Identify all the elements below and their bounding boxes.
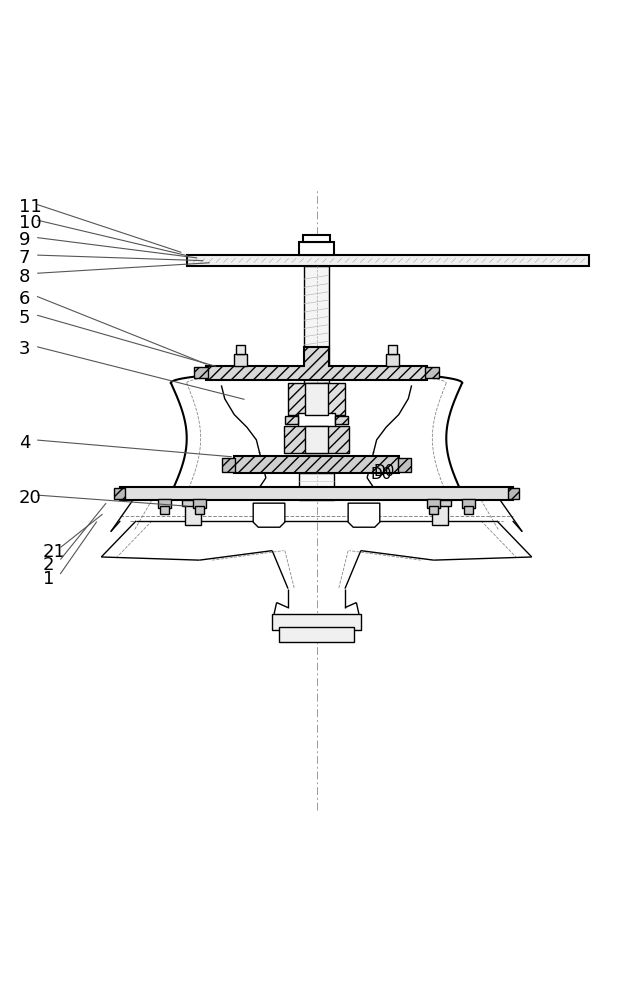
Bar [185,505,201,525]
Bar [195,506,204,514]
Text: 10: 10 [19,214,42,232]
Bar [425,367,439,378]
Text: 3: 3 [19,340,30,358]
Text: 7: 7 [19,249,30,267]
Bar [160,506,169,514]
Bar [305,383,328,415]
Text: 6: 6 [19,290,30,308]
Text: 5: 5 [19,309,30,327]
Bar [398,458,411,472]
Text: 20: 20 [19,489,42,507]
Bar [234,354,247,366]
Text: 8: 8 [19,268,30,286]
Text: 9: 9 [19,231,30,249]
Bar [303,235,330,242]
Bar [236,345,245,354]
Bar [508,488,519,499]
Bar [158,499,171,508]
Bar [429,506,438,514]
Text: 21: 21 [43,543,66,561]
Polygon shape [348,503,380,527]
Bar [222,458,235,472]
Text: 1: 1 [43,570,54,588]
Bar [335,416,348,424]
Bar [298,413,335,428]
Text: 2: 2 [43,556,54,574]
Bar [288,383,345,415]
Bar [187,255,589,266]
Bar [462,499,475,508]
Bar [427,499,440,508]
Bar [272,614,361,630]
Bar [305,426,328,453]
Bar [279,627,354,642]
Text: D0: D0 [370,467,392,482]
Bar [464,506,473,514]
Bar [284,426,349,453]
Bar [285,416,298,424]
Bar [182,500,204,506]
Bar [432,505,448,525]
Text: D0: D0 [373,464,395,479]
Polygon shape [206,347,427,380]
Bar [193,499,206,508]
Bar [388,345,397,354]
Bar [194,367,208,378]
Text: 11: 11 [19,198,42,216]
Bar [299,473,334,500]
Bar [120,487,513,500]
Bar [114,488,125,499]
Text: 4: 4 [19,434,30,452]
Polygon shape [253,503,285,527]
Bar [386,354,399,366]
Bar [299,242,334,255]
Bar [429,500,451,506]
Bar [234,456,399,473]
Bar [304,266,329,434]
